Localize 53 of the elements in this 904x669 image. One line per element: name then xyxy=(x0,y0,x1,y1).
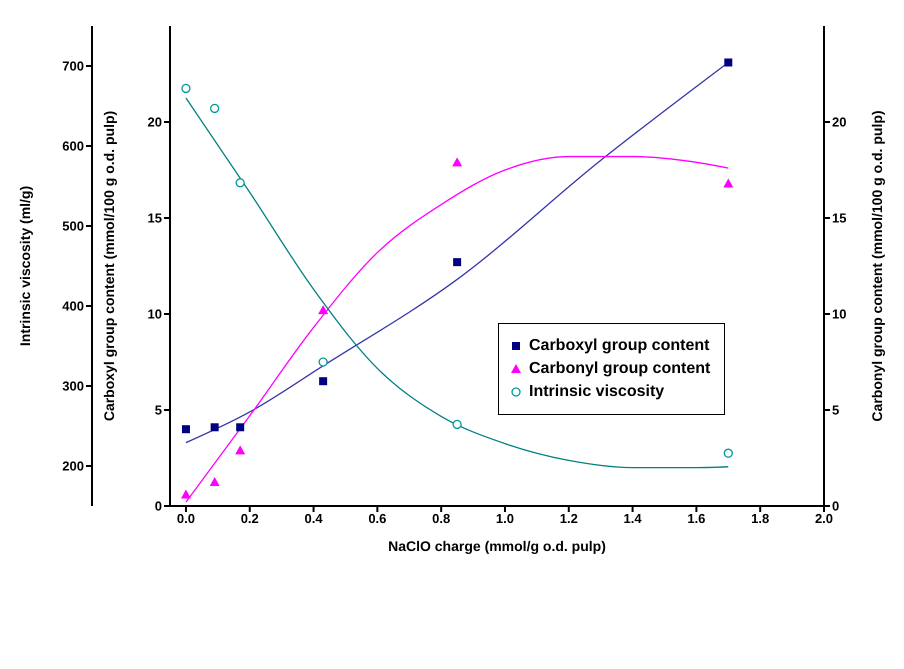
point xyxy=(724,448,733,458)
y-tick-label: 10 xyxy=(148,306,162,322)
x-axis-title: NaClO charge (mmol/g o.d. pulp) xyxy=(388,538,606,554)
point xyxy=(319,377,328,386)
y3-axis-title: Intrinsic viscosity (ml/g) xyxy=(16,186,33,346)
y2-tick-label: 15 xyxy=(832,210,846,226)
point xyxy=(318,357,328,367)
y2-tick-label: 0 xyxy=(832,498,840,514)
y3-tick-label: 300 xyxy=(62,378,84,394)
x-tick-label: 1.2 xyxy=(560,511,578,526)
point xyxy=(724,58,732,66)
point xyxy=(236,423,244,432)
point xyxy=(453,258,462,266)
x-tick-label: 0.2 xyxy=(240,511,259,526)
legend-label: Carboxyl group content xyxy=(529,337,710,355)
y3-tick-label: 200 xyxy=(62,458,84,474)
point xyxy=(452,420,462,430)
y-tick-label: 5 xyxy=(154,402,162,418)
y3-tick-label: 600 xyxy=(62,138,84,154)
line-series xyxy=(185,156,729,503)
point xyxy=(210,423,219,432)
point xyxy=(180,489,191,498)
point xyxy=(318,305,328,314)
x-tick-label: 0.8 xyxy=(432,511,450,526)
point xyxy=(723,178,734,188)
x-tick-label: 1.4 xyxy=(624,511,642,526)
y3-tick-label: 500 xyxy=(62,218,84,234)
y-tick-label: 0 xyxy=(154,498,162,514)
y2-tick-label: 10 xyxy=(832,306,846,322)
point xyxy=(210,104,220,114)
y3-tick-label: 700 xyxy=(62,58,84,74)
point xyxy=(452,157,462,166)
point xyxy=(182,425,190,434)
x-tick-label: 1.6 xyxy=(687,511,706,526)
x-tick-label: 1.8 xyxy=(751,511,770,526)
x-tick-label: 1.0 xyxy=(496,511,514,526)
point xyxy=(236,178,245,188)
x-tick-label: 0.6 xyxy=(368,511,386,526)
x-tick-label: 2.0 xyxy=(814,511,834,526)
y-tick-label: 15 xyxy=(148,210,162,226)
point xyxy=(181,84,191,94)
y3-tick-label: 400 xyxy=(62,298,84,314)
y2-axis-title: Carbonyl group content (mmol/100 g o.d. pulp) xyxy=(868,110,885,422)
x-tick-label: 0.4 xyxy=(304,511,324,526)
point xyxy=(210,477,220,486)
y2-tick-label: 20 xyxy=(832,114,846,130)
y2-tick-label: 5 xyxy=(832,402,840,418)
x-tick-label: 0.0 xyxy=(176,511,195,526)
y-axis-title: Carboxyl group content (mmol/100 g o.d. pulp) xyxy=(100,110,117,422)
point xyxy=(235,445,246,454)
legend-label: Intrinsic viscosity xyxy=(529,383,664,401)
legend-label: Carbonyl group content xyxy=(529,360,710,378)
y-tick-label: 20 xyxy=(148,114,162,130)
